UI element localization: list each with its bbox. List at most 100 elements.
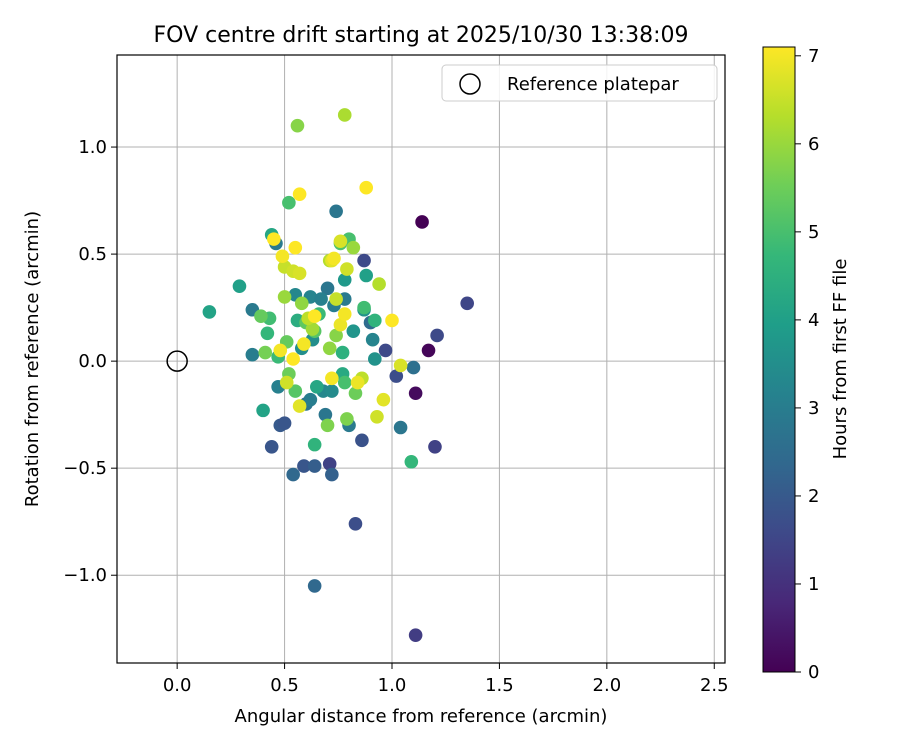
data-point xyxy=(408,628,423,642)
data-point xyxy=(370,410,384,424)
chart-title: FOV centre drift starting at 2025/10/30 … xyxy=(154,23,689,48)
data-point xyxy=(333,317,348,332)
data-point xyxy=(292,266,307,281)
x-axis-ticks: 0.0 0.5 1.0 1.5 2.0 2.5 xyxy=(163,663,729,696)
y-axis-ticks: −1.0 −0.5 0.0 0.5 1.0 xyxy=(63,137,117,586)
colorbar-label: Hours from first FF file xyxy=(830,259,851,460)
data-point xyxy=(303,392,318,407)
data-point xyxy=(275,249,290,264)
data-point xyxy=(288,240,303,255)
data-point xyxy=(333,234,348,249)
data-point xyxy=(357,300,371,315)
data-point xyxy=(357,253,371,268)
data-point xyxy=(359,180,374,195)
data-point xyxy=(279,375,294,390)
data-point xyxy=(277,416,292,431)
data-point xyxy=(307,579,322,593)
data-point xyxy=(385,313,399,328)
data-point xyxy=(327,251,341,266)
data-point xyxy=(404,454,419,469)
colorbar-tick-label: 1 xyxy=(808,574,819,595)
data-point xyxy=(376,392,391,407)
data-point xyxy=(337,375,352,390)
data-point xyxy=(314,292,328,306)
legend-reference-marker-icon xyxy=(459,73,481,95)
colorbar-tick-label: 5 xyxy=(808,222,819,243)
legend: Reference platepar xyxy=(441,64,718,102)
colorbar xyxy=(762,46,796,673)
reference-layer xyxy=(166,350,188,372)
data-point xyxy=(346,240,361,255)
data-point xyxy=(202,305,217,319)
legend-label: Reference platepar xyxy=(507,74,679,95)
data-point xyxy=(428,439,442,454)
data-point xyxy=(318,407,333,422)
data-point xyxy=(320,281,335,296)
data-point xyxy=(325,371,339,386)
data-points xyxy=(202,108,474,642)
x-tick-label: 1.0 xyxy=(378,675,407,696)
data-point xyxy=(297,337,311,351)
data-point xyxy=(254,309,268,323)
data-point xyxy=(307,459,322,473)
data-point xyxy=(372,277,386,291)
data-point xyxy=(415,215,429,229)
data-point xyxy=(286,352,300,366)
colorbar-tick-label: 3 xyxy=(808,398,819,419)
data-point xyxy=(378,343,393,358)
data-point xyxy=(305,322,320,336)
y-tick-label: 0.5 xyxy=(78,244,107,265)
data-point xyxy=(430,328,444,343)
data-point xyxy=(277,290,292,304)
data-point xyxy=(348,386,363,401)
colorbar-tick-label: 4 xyxy=(808,310,819,331)
reference-point-marker xyxy=(166,350,188,372)
colorbar-tick-label: 2 xyxy=(808,486,819,507)
data-point xyxy=(288,384,303,398)
data-point xyxy=(267,232,281,246)
data-point xyxy=(325,384,339,398)
data-point xyxy=(260,326,275,341)
data-point xyxy=(408,386,423,401)
y-tick-label: 1.0 xyxy=(78,137,107,158)
data-point xyxy=(368,352,382,366)
data-point xyxy=(406,360,421,375)
data-point xyxy=(245,347,260,362)
data-point xyxy=(307,437,322,452)
data-point xyxy=(337,108,352,122)
y-axis-label: Rotation from reference (arcmin) xyxy=(22,211,43,507)
data-point xyxy=(292,187,307,201)
data-point xyxy=(359,268,374,283)
data-point xyxy=(256,403,270,418)
data-point xyxy=(365,332,380,347)
data-point xyxy=(232,279,247,294)
plot-frame xyxy=(116,54,726,664)
data-point xyxy=(322,457,337,471)
data-point xyxy=(460,296,474,311)
data-point xyxy=(320,418,335,433)
data-point xyxy=(389,369,404,383)
data-point xyxy=(393,358,408,373)
colorbar-tick-label: 7 xyxy=(808,46,819,67)
x-tick-label: 0.5 xyxy=(270,675,299,696)
data-point xyxy=(393,420,408,435)
y-tick-label: −0.5 xyxy=(63,458,107,479)
data-point xyxy=(329,292,343,306)
data-point xyxy=(325,467,339,482)
x-tick-label: 0.0 xyxy=(163,675,192,696)
data-point xyxy=(297,459,311,473)
data-point xyxy=(348,517,363,531)
x-tick-label: 2.0 xyxy=(593,675,622,696)
data-point xyxy=(273,343,288,358)
data-point xyxy=(290,118,305,133)
colorbar-tick-label: 0 xyxy=(808,662,819,683)
data-point xyxy=(294,296,309,311)
data-point xyxy=(421,343,436,358)
colorbar-ticks: 0 1 2 3 4 5 6 7 xyxy=(795,46,819,683)
data-point xyxy=(340,412,354,426)
data-point xyxy=(337,272,352,287)
data-point xyxy=(346,324,361,338)
data-point xyxy=(329,328,343,343)
